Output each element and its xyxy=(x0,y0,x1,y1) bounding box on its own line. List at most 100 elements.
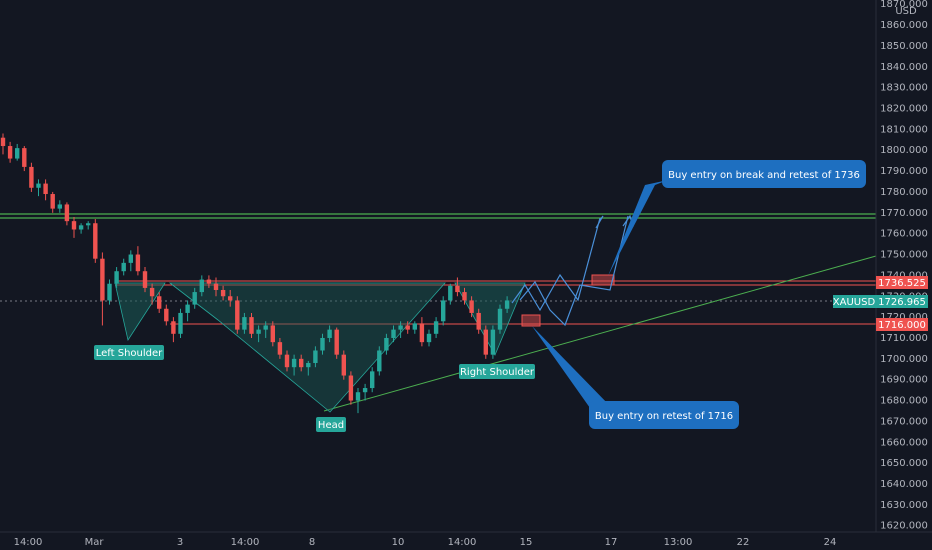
candle xyxy=(128,250,133,272)
callout-lower-text: Buy entry on retest of 1716 xyxy=(595,411,733,422)
candle-body xyxy=(377,350,382,372)
projection-upper-arrowhead xyxy=(595,215,604,229)
candle xyxy=(206,275,212,288)
x-tick-labels: 14:00 Mar 3 14:00 8 10 14:00 15 17 13:00 22 24 xyxy=(14,537,837,548)
candle-body xyxy=(235,300,240,330)
y-tick-label: 1700.000 xyxy=(880,354,928,365)
x-tick-label: 24 xyxy=(824,537,837,548)
callout-upper: Buy entry on break and retest of 1736 xyxy=(608,160,866,276)
level-1716-tag xyxy=(876,318,928,331)
candle-body xyxy=(455,285,460,293)
symbol-tag xyxy=(833,295,876,308)
candle-body xyxy=(164,308,169,322)
candle-body xyxy=(270,325,275,343)
y-tick-label: 1810.000 xyxy=(880,124,928,135)
candle-body xyxy=(483,329,488,355)
candle xyxy=(107,279,112,305)
candle xyxy=(355,388,361,414)
y-tick-label: 1720.000 xyxy=(880,312,928,323)
candle-body xyxy=(291,358,297,368)
candle xyxy=(36,179,41,197)
candle xyxy=(412,321,417,334)
candle xyxy=(114,267,119,288)
y-tick-label: 1790.000 xyxy=(880,166,928,177)
candle-body xyxy=(313,350,318,364)
candle-body xyxy=(448,285,453,301)
candle-body xyxy=(93,223,98,259)
candle xyxy=(199,275,204,297)
candle xyxy=(7,141,13,163)
candle-body xyxy=(171,321,176,334)
candle xyxy=(185,300,190,322)
y-tick-label: 1690.000 xyxy=(880,375,928,386)
candle-body xyxy=(185,304,190,313)
y-tick-label: 1760.000 xyxy=(880,229,928,240)
candle-body xyxy=(71,221,77,230)
symbol-tag-label: XAUUSD xyxy=(833,297,876,308)
candle-body xyxy=(384,337,389,351)
candle xyxy=(71,216,77,238)
candle xyxy=(327,325,332,343)
candle-body xyxy=(149,287,155,297)
candle xyxy=(426,329,432,347)
level-1736-value: 1736.525 xyxy=(878,278,926,289)
y-tick-label: 1620.000 xyxy=(880,521,928,532)
candle xyxy=(50,191,55,213)
candle-body xyxy=(398,325,403,330)
candle-body xyxy=(341,354,346,376)
candle-body xyxy=(86,223,91,226)
candle-body xyxy=(192,292,197,305)
candle xyxy=(334,327,339,359)
ascending-trendline xyxy=(323,255,877,412)
candle-body xyxy=(504,300,510,309)
y-tick-label: 1710.000 xyxy=(880,333,928,344)
candle-body xyxy=(15,148,20,159)
candle-body xyxy=(355,392,361,401)
candle xyxy=(86,221,91,230)
candle-body xyxy=(43,183,48,195)
candle-body xyxy=(370,371,375,389)
candle xyxy=(490,325,496,359)
candle xyxy=(57,200,62,213)
candle-body xyxy=(242,317,247,330)
y-tick-labels: 1620.000 1630.000 1640.000 1650.000 1660.000… xyxy=(880,0,928,532)
candle xyxy=(213,277,219,297)
entry-zone-1716 xyxy=(521,314,541,327)
candle-body xyxy=(0,137,6,147)
candle-body xyxy=(142,271,148,288)
candle xyxy=(228,289,233,307)
candle-body xyxy=(412,323,417,330)
y-tick-label: 1830.000 xyxy=(880,83,928,94)
candle xyxy=(263,321,268,338)
y-tick-label: 1780.000 xyxy=(880,187,928,198)
candle xyxy=(43,179,48,201)
pattern-labels: Left Shoulder Head Right Shoulder xyxy=(94,345,535,432)
y-tick-label: 1650.000 xyxy=(880,458,928,469)
candle xyxy=(448,283,453,305)
candle xyxy=(277,337,283,359)
candle xyxy=(504,296,510,313)
candle-body xyxy=(441,300,446,322)
candle-body xyxy=(334,329,339,355)
candle xyxy=(100,252,105,326)
price-axis[interactable]: USD 1620.000 1630.000 1640.000 1650.000 1660… xyxy=(875,0,932,550)
candle-body xyxy=(497,308,503,330)
head-label: Head xyxy=(318,420,344,431)
candle-body xyxy=(256,329,261,334)
candle xyxy=(291,354,297,376)
callout-upper-box xyxy=(662,160,866,188)
x-tick-label: Mar xyxy=(85,537,105,548)
y-tick-label: 1770.000 xyxy=(880,208,928,219)
candle xyxy=(192,287,197,309)
candle xyxy=(220,285,226,301)
candle-body xyxy=(114,271,119,284)
x-tick-label: 14:00 xyxy=(448,537,477,548)
last-price-tag xyxy=(876,295,928,308)
candle-body xyxy=(426,333,432,343)
y-tick-label: 1840.000 xyxy=(880,62,928,73)
candle xyxy=(362,383,368,401)
entry-zone-1736 xyxy=(591,274,615,286)
time-axis[interactable]: 14:00 Mar 3 14:00 8 10 14:00 15 17 13:00 22 24 xyxy=(0,531,932,548)
